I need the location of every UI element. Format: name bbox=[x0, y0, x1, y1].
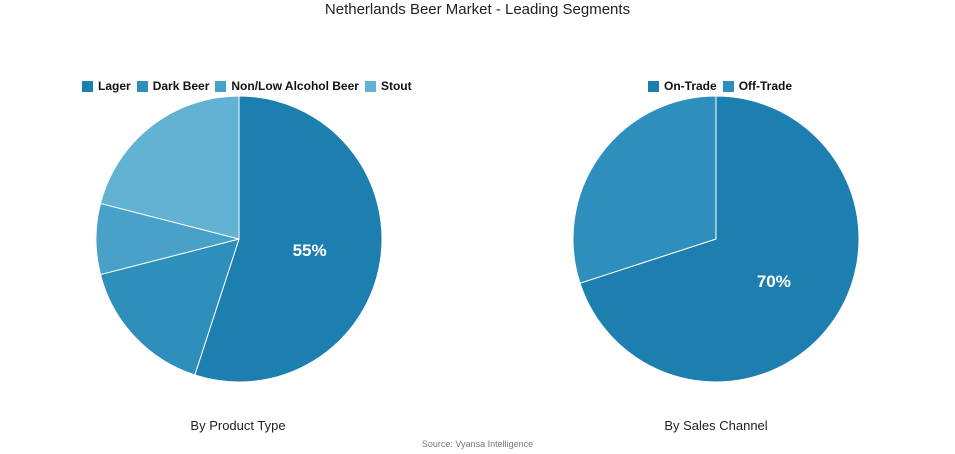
legend-swatch-lager bbox=[82, 80, 93, 92]
legend-label-on-trade: On-Trade bbox=[664, 79, 717, 93]
pie-slice-off-trade bbox=[572, 95, 717, 284]
legend-item-on-trade: On-Trade bbox=[648, 79, 717, 93]
chart-title-product-type: By Product Type bbox=[190, 418, 286, 433]
legend-swatch-on-trade bbox=[648, 80, 659, 92]
pie-label-lager: 55% bbox=[293, 241, 327, 260]
legend-item-non-low-alcohol: Non/Low Alcohol Beer bbox=[215, 79, 359, 93]
page-title: Netherlands Beer Market - Leading Segmen… bbox=[324, 1, 631, 18]
pie-slice-dark-beer bbox=[99, 238, 240, 376]
legend-item-off-trade: Off-Trade bbox=[722, 79, 793, 93]
legend-swatch-off-trade bbox=[722, 80, 734, 92]
legend-label-lager: Lager bbox=[98, 79, 131, 93]
legend-label-off-trade: Off-Trade bbox=[738, 79, 793, 93]
legend-swatch-dark-beer bbox=[136, 80, 148, 92]
pie-slice-on-trade bbox=[579, 95, 860, 383]
legend-label-dark-beer: Dark Beer bbox=[152, 79, 210, 93]
legend-label-stout: Stout bbox=[380, 79, 412, 93]
pie-label-on-trade: 70% bbox=[757, 272, 791, 291]
source-note: Source: Vyansa Intelligence bbox=[421, 439, 534, 449]
legend-product-type: Lager Dark Beer Non/Low Alcohol Beer Sto… bbox=[82, 79, 418, 93]
chart-title-sales-channel: By Sales Channel bbox=[664, 418, 768, 433]
legend-swatch-stout bbox=[364, 80, 376, 92]
legend-item-dark-beer: Dark Beer bbox=[136, 79, 210, 93]
legend-item-stout: Stout bbox=[364, 79, 412, 93]
legend-item-lager: Lager bbox=[82, 79, 131, 93]
pie-slice-lager bbox=[194, 95, 383, 383]
pie-slice-stout bbox=[99, 95, 240, 240]
legend-label-non-low-alcohol: Non/Low Alcohol Beer bbox=[231, 79, 359, 93]
legend-swatch-non-low-alcohol bbox=[215, 80, 227, 92]
legend-sales-channel: On-Trade Off-Trade bbox=[648, 79, 798, 93]
